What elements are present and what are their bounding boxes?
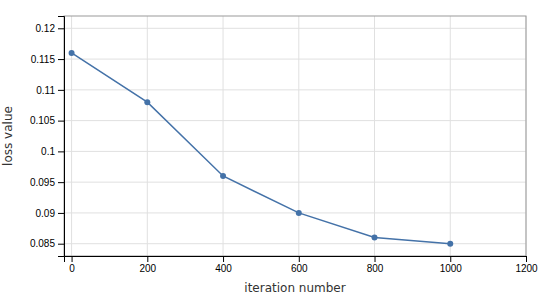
tick-label: 0.11	[36, 85, 55, 96]
tick-mark	[58, 244, 64, 245]
tick-mark	[58, 121, 64, 122]
tick-mark	[58, 182, 64, 183]
grid-line	[64, 151, 526, 152]
tick-label: 0.085	[30, 238, 55, 249]
tick: 0.105	[30, 115, 64, 126]
tick-label: 0.1	[41, 146, 55, 157]
tick: 0.115	[31, 54, 64, 65]
x-axis: 0 200 400 600 800 1000 1200	[65, 256, 539, 274]
tick-mark	[58, 213, 64, 214]
tick-label: 600	[291, 263, 308, 274]
tick: 800	[367, 256, 384, 274]
tick-label: 200	[139, 263, 156, 274]
tick-label: 0	[69, 263, 75, 274]
tick-label: 0.09	[36, 208, 56, 219]
tick-mark	[58, 28, 64, 29]
tick-mark	[223, 256, 224, 262]
axis-line	[58, 17, 65, 257]
point	[447, 241, 453, 247]
tick: 400	[215, 256, 232, 274]
tick-label: 800	[367, 263, 384, 274]
grid-line	[64, 59, 526, 60]
plot-frame	[64, 16, 526, 256]
tick-label: 1200	[515, 263, 538, 274]
tick-mark	[72, 256, 73, 262]
grid-line	[64, 212, 526, 213]
tick-mark	[299, 256, 300, 262]
point	[144, 99, 150, 105]
point	[372, 235, 378, 241]
grid-line	[64, 89, 526, 90]
tick: 600	[291, 256, 308, 274]
grid	[64, 16, 526, 256]
tick: 0.085	[30, 238, 64, 249]
grid-line	[223, 16, 224, 256]
y-axis-title: loss value	[1, 106, 15, 166]
tick-label: 0.105	[30, 115, 55, 126]
tick-label: 0.115	[31, 54, 56, 65]
tick: 0.11	[36, 85, 64, 96]
tick-mark	[58, 59, 64, 60]
chart: 0200400600800100012000.0850.090.0950.10.…	[0, 0, 550, 300]
point	[220, 173, 226, 179]
point	[296, 210, 302, 216]
grid-line	[450, 16, 451, 256]
grid-line	[374, 16, 375, 256]
tick: 1200	[515, 256, 538, 274]
tick-mark	[526, 256, 527, 262]
grid-line	[64, 243, 526, 244]
tick-mark	[58, 90, 64, 91]
grid-line	[64, 182, 526, 183]
marks	[69, 50, 454, 247]
tick: 0.095	[30, 177, 64, 188]
tick-label: 0.12	[36, 23, 56, 34]
tick-label: 0.095	[30, 177, 55, 188]
axis-line	[65, 257, 527, 263]
tick: 0.12	[36, 23, 64, 34]
x-axis-title: iteration number	[244, 281, 345, 295]
tick-label: 1000	[440, 263, 463, 274]
tick-label: 400	[215, 263, 232, 274]
y-axis: 0.085 0.09 0.095 0.1 0.105 0.11 0.115 0.12	[30, 17, 65, 257]
grid-line	[64, 120, 526, 121]
tick: 200	[139, 256, 156, 274]
tick-mark	[375, 256, 376, 262]
point	[69, 50, 75, 56]
tick: 0.1	[41, 146, 64, 157]
tick: 0.09	[36, 208, 64, 219]
plot: 0200400600800100012000.0850.090.0950.10.…	[1, 16, 538, 295]
line	[72, 53, 451, 244]
grid-line	[64, 28, 526, 29]
grid-line	[147, 16, 148, 256]
tick: 1000	[440, 256, 463, 274]
grid-line	[298, 16, 299, 256]
tick: 0	[69, 256, 75, 274]
tick-mark	[450, 256, 451, 262]
tick-mark	[58, 151, 64, 152]
tick-mark	[147, 256, 148, 262]
